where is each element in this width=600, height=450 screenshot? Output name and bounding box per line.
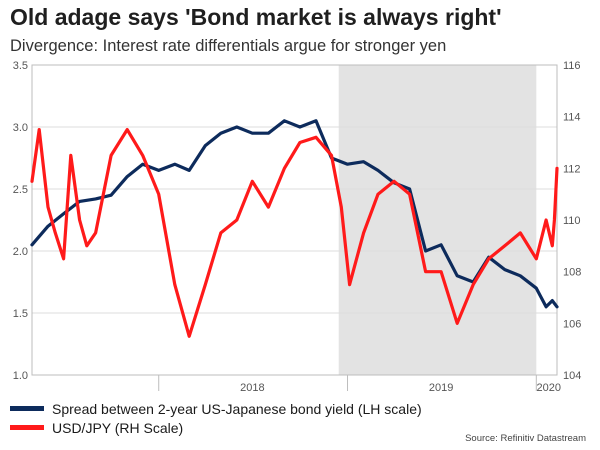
left-axis-tick-label: 2.5 (13, 184, 28, 196)
legend-swatch-usdjpy (10, 425, 44, 430)
chart-area: 1.0 1.5 2.0 2.5 3.0 3.5 104 106 108 110 112 114 116 2… (13, 60, 582, 394)
shaded-region (338, 65, 537, 375)
left-axis-tick-label: 3.0 (13, 122, 28, 134)
x-axis-tick-label: 2019 (429, 382, 453, 394)
legend: Spread between 2-year US-Japanese bond y… (10, 399, 422, 437)
x-axis-tick-label: 2018 (240, 382, 264, 394)
right-axis-tick-label: 114 (563, 112, 581, 124)
left-axis-tick-label: 3.5 (13, 60, 28, 72)
legend-label-usdjpy: USD/JPY (RH Scale) (52, 419, 184, 436)
legend-item-spread: Spread between 2-year US-Japanese bond y… (10, 399, 422, 418)
right-axis-tick-label: 110 (563, 215, 581, 227)
chart-title: Old adage says 'Bond market is always ri… (10, 4, 502, 30)
right-axis-tick-label: 116 (563, 60, 581, 72)
right-axis-tick-label: 112 (563, 163, 581, 175)
plot-frame (31, 64, 558, 376)
legend-swatch-spread (10, 406, 44, 411)
left-axis-tick-label: 1.0 (13, 370, 28, 382)
legend-item-usdjpy: USD/JPY (RH Scale) (10, 418, 422, 437)
left-axis-tick-label: 1.5 (13, 308, 28, 320)
source-note: Source: Refinitiv Datastream (465, 433, 586, 444)
series-line-spread (30, 119, 559, 309)
right-axis-tick-label: 104 (563, 370, 581, 382)
series-line-usdjpy (30, 128, 559, 338)
right-axis-tick-label: 106 (563, 318, 581, 330)
left-axis-tick-label: 2.0 (13, 246, 28, 258)
x-axis-tick-label: 2020 (536, 382, 560, 394)
right-axis-tick-label: 108 (563, 267, 581, 279)
chart-subtitle: Divergence: Interest rate differentials … (10, 37, 447, 55)
legend-label-spread: Spread between 2-year US-Japanese bond y… (52, 400, 422, 417)
